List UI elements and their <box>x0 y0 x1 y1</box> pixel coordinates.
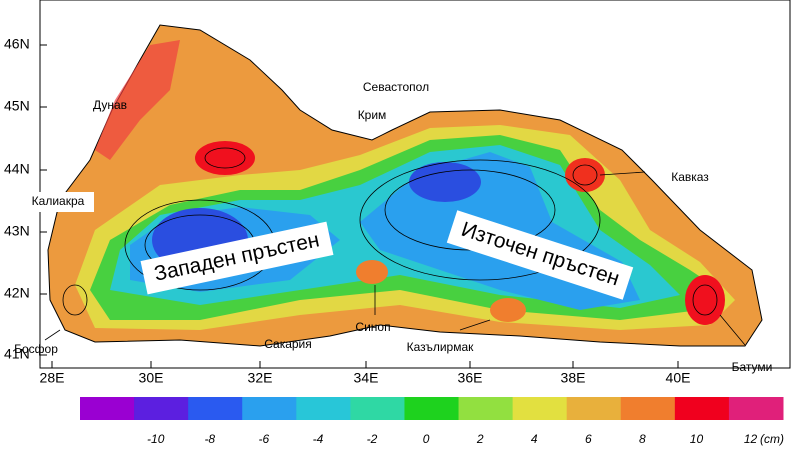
colorbar-tick: 2 <box>476 432 484 446</box>
eddy <box>490 298 526 322</box>
colorbar-tick: -8 <box>204 432 215 446</box>
place-label: Казълирмак <box>407 340 475 354</box>
eddy <box>195 141 255 175</box>
color-swatch <box>350 397 405 420</box>
colorbar-tick: 12 <box>744 432 758 446</box>
lat-label: 45N <box>4 98 30 114</box>
lon-label: 38E <box>561 370 586 386</box>
color-swatch <box>296 397 351 420</box>
color-swatch <box>242 397 297 420</box>
eddy <box>565 158 605 192</box>
place-label: Калиакра <box>32 194 85 208</box>
colorbar: -10 -8 -6 -4 -2 0 2 4 6 8 10 12 (cm) <box>80 397 784 446</box>
lat-label: 46N <box>4 36 30 52</box>
colorbar-tick: 4 <box>531 432 538 446</box>
color-swatch <box>458 397 514 420</box>
frame <box>39 0 791 369</box>
color-swatch <box>620 397 676 420</box>
label-box <box>140 221 334 295</box>
eddy <box>356 260 388 284</box>
shelf-red <box>95 40 180 160</box>
colorbar-tick: -10 <box>147 432 165 446</box>
color-swatch <box>80 397 135 420</box>
color-swatch <box>728 397 784 420</box>
color-swatch <box>134 397 189 420</box>
color-swatch <box>512 397 568 420</box>
place-label: Батуми <box>732 360 773 374</box>
colorbar-unit: (cm) <box>760 432 784 446</box>
lat-label: 41N <box>4 346 30 362</box>
color-swatch <box>188 397 243 420</box>
colorbar-tick: 10 <box>690 432 704 446</box>
axes: 46N 45N 44N 43N 42N 41N 28E 30E 32E 34E 36E 38E 40E <box>4 36 690 386</box>
lat-label: 42N <box>4 285 30 301</box>
label-box <box>446 210 634 300</box>
east-center <box>409 162 481 202</box>
eddy <box>685 275 725 325</box>
place-label: Сакария <box>264 337 312 351</box>
colorbar-tick: 8 <box>639 432 646 446</box>
place-label: Синоп <box>355 320 390 334</box>
lon-label: 36E <box>458 370 483 386</box>
place-label: Кавказ <box>671 170 709 184</box>
lon-label: 32E <box>248 370 273 386</box>
lat-label: 43N <box>4 223 30 239</box>
place-label: Босфор <box>14 342 58 356</box>
place-label: Севастопол <box>363 80 429 94</box>
colorbar-tick: 0 <box>423 432 430 446</box>
color-swatch <box>674 397 730 420</box>
lon-label: 40E <box>666 370 691 386</box>
colorbar-tick: -2 <box>367 432 378 446</box>
lat-label: 44N <box>4 161 30 177</box>
colorbar-tick: -6 <box>259 432 270 446</box>
color-swatch <box>404 397 460 420</box>
label-box <box>22 192 94 212</box>
colorbar-tick: -4 <box>313 432 324 446</box>
place-label: Дунав <box>93 98 127 112</box>
place-label: Крим <box>358 108 387 122</box>
lon-label: 30E <box>139 370 164 386</box>
colorbar-tick: 6 <box>585 432 592 446</box>
color-swatch <box>566 397 622 420</box>
lon-label: 28E <box>40 370 65 386</box>
lon-label: 34E <box>354 370 379 386</box>
